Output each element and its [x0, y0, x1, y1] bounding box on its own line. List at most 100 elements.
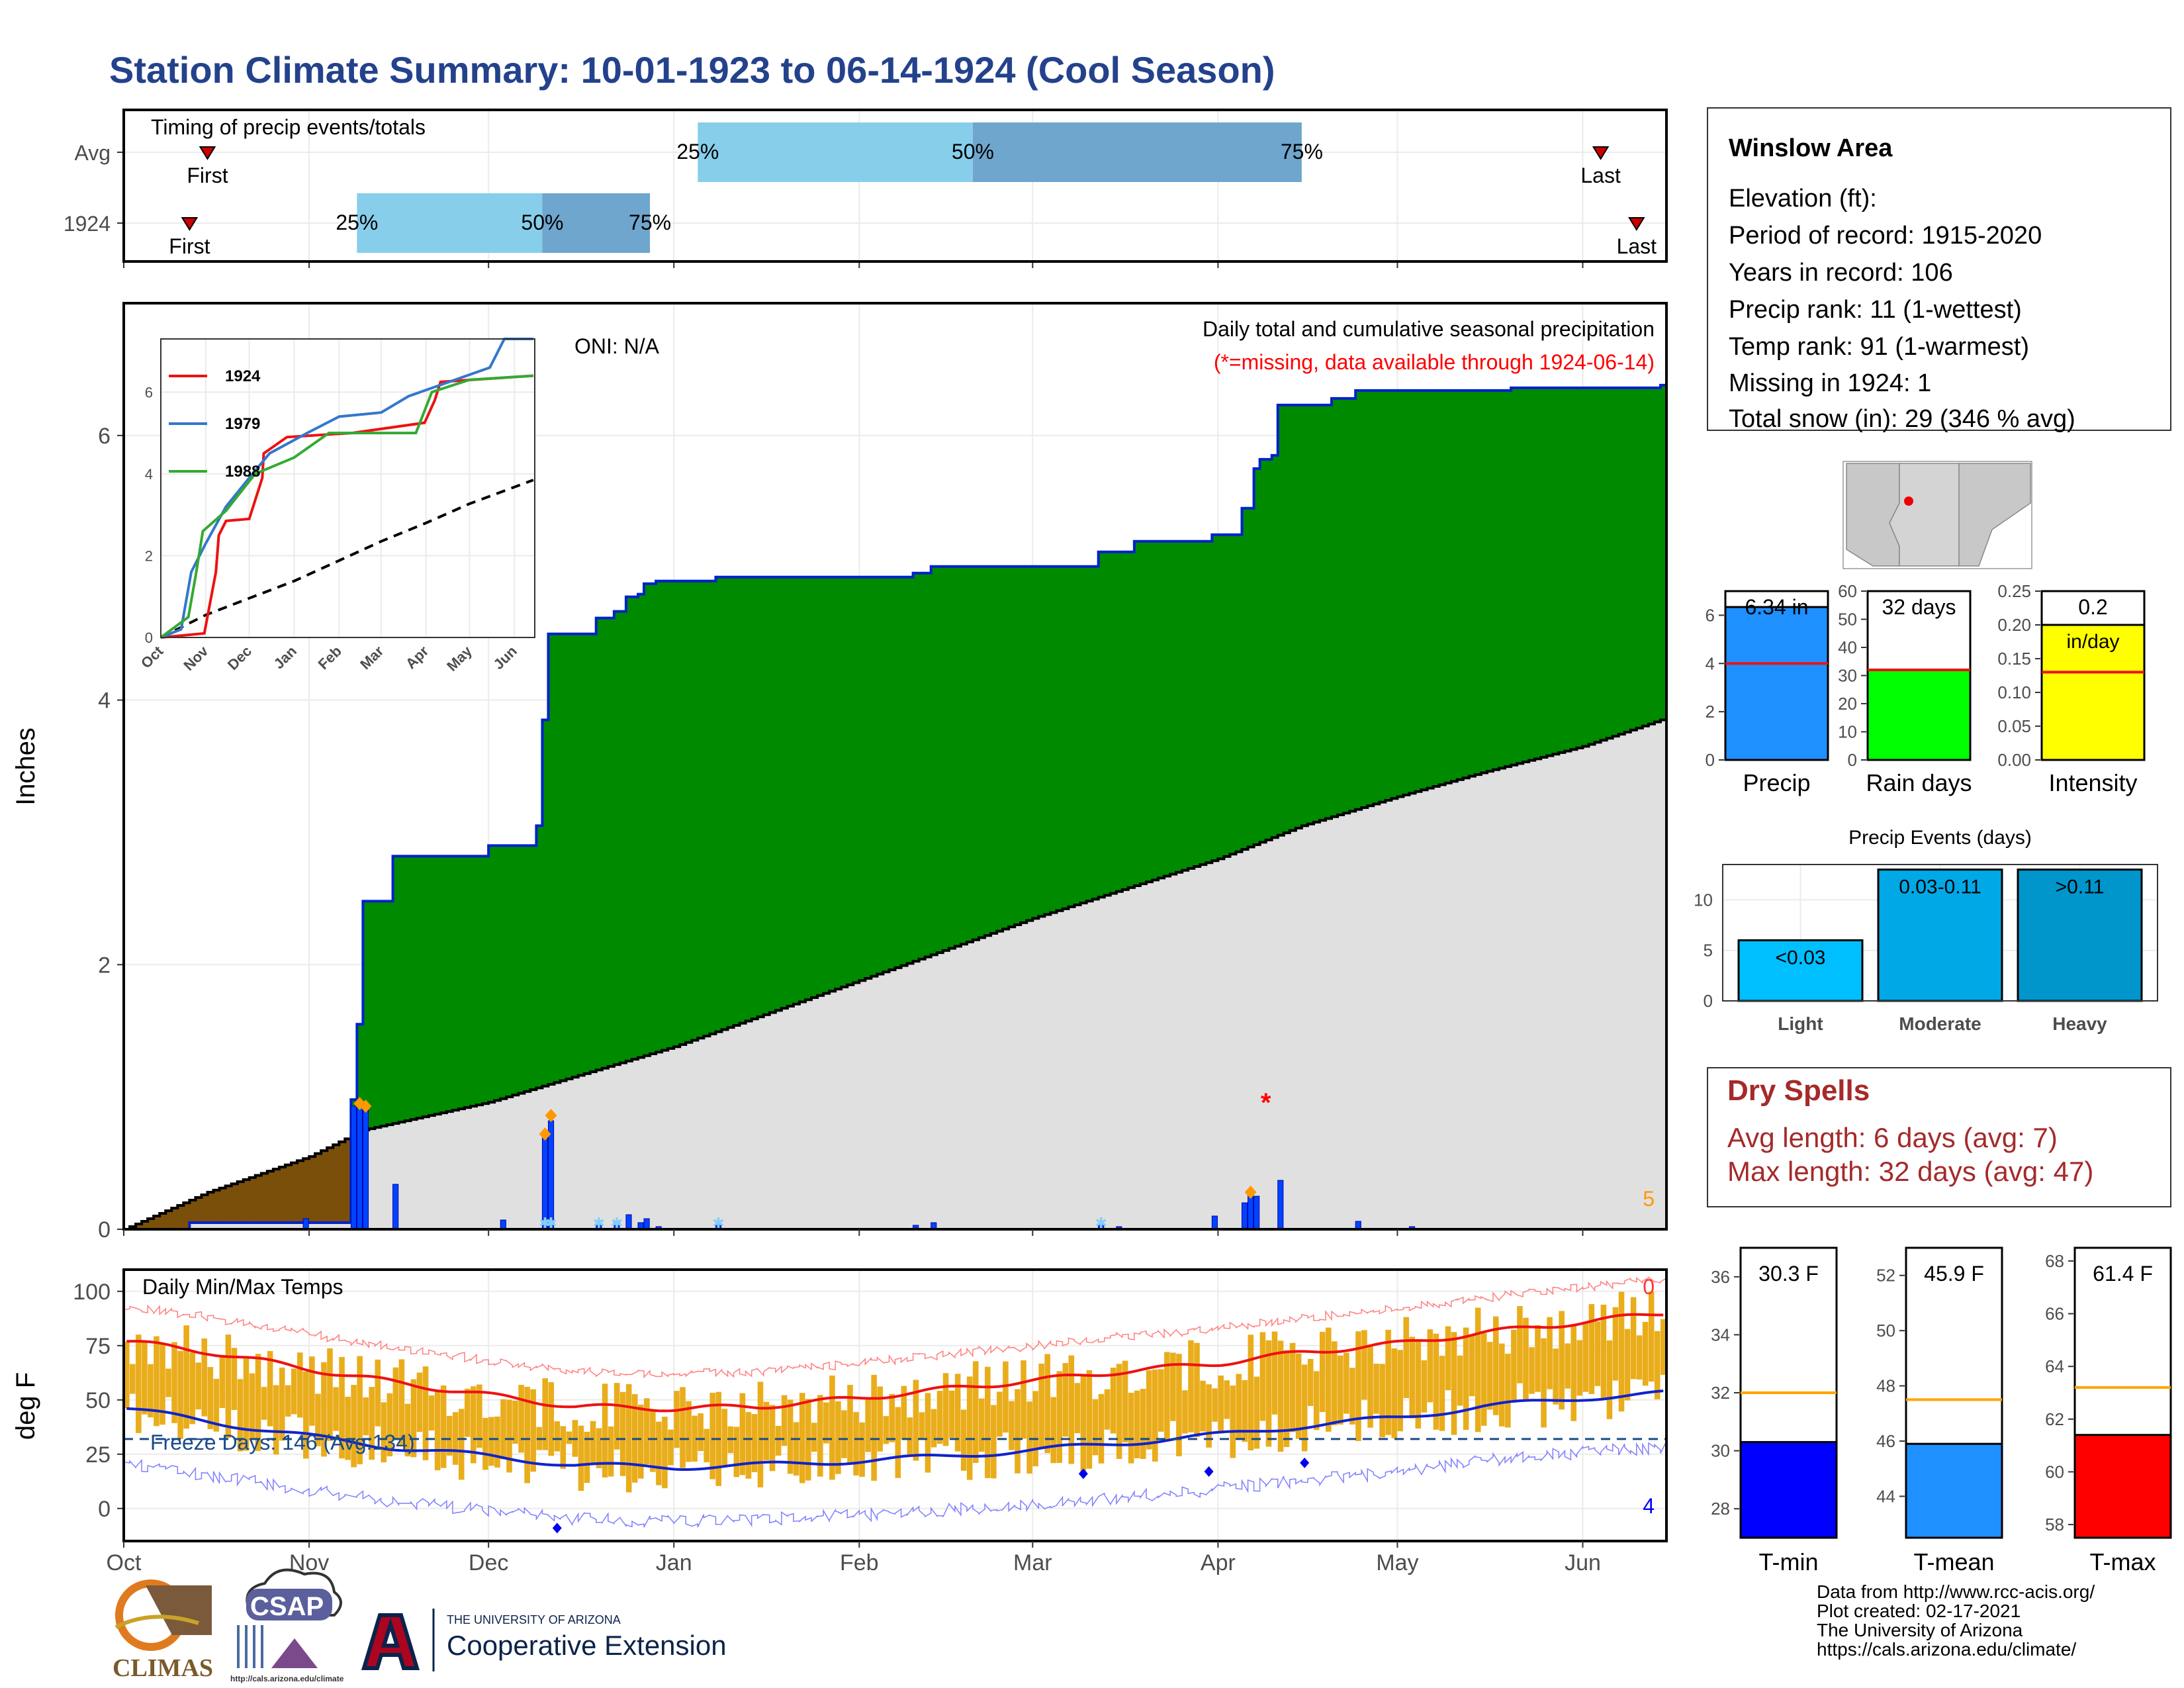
- above-normal-fill: [506, 845, 513, 1098]
- daily-temp-bar: [1588, 1304, 1595, 1394]
- daily-temp-bar: [1271, 1331, 1278, 1415]
- daily-temp-bar: [1092, 1399, 1099, 1456]
- above-normal-fill: [948, 566, 956, 949]
- daily-temp-bar: [793, 1422, 799, 1476]
- above-normal-fill: [477, 856, 483, 1105]
- snow-marker: ✱: [539, 1215, 551, 1231]
- above-normal-fill: [1170, 541, 1177, 874]
- below-normal-fill: [309, 1156, 316, 1223]
- info-line: Elevation (ft):: [1729, 185, 1877, 212]
- above-normal-fill: [1367, 390, 1374, 806]
- above-normal-fill: [692, 581, 698, 1041]
- below-normal-fill: [195, 1197, 203, 1223]
- temp-summary-y-tick-label: 62: [2045, 1409, 2064, 1429]
- temp-summary-value: 61.4 F: [2093, 1262, 2153, 1286]
- summary-y-tick-label: 10: [1838, 722, 1857, 742]
- large-event-marker: [539, 1127, 551, 1141]
- daily-temp-bar: [1188, 1340, 1194, 1432]
- daily-temp-bar: [698, 1413, 704, 1452]
- daily-temp-bar: [763, 1401, 770, 1461]
- below-normal-fill: [237, 1182, 244, 1223]
- daily-temp-bar: [1654, 1331, 1661, 1399]
- daily-temp-bar: [1015, 1389, 1021, 1474]
- above-normal-fill: [584, 633, 591, 1074]
- precip-event-category: Light: [1778, 1013, 1823, 1034]
- csap-url: http://cals.arizona.edu/climate: [230, 1674, 344, 1683]
- daily-precip-bar: [1242, 1202, 1248, 1230]
- above-normal-fill: [1332, 398, 1338, 817]
- above-normal-fill: [1570, 387, 1578, 750]
- above-normal-fill: [1499, 390, 1506, 769]
- daily-temp-bar: [1343, 1352, 1349, 1414]
- above-normal-fill: [721, 577, 729, 1030]
- above-normal-fill: [1050, 566, 1058, 913]
- precip-events-chart: Precip Events (days) 0 5 10 <0.03 Light 0.03-0…: [1694, 827, 2158, 1034]
- record-high-count: 0: [1643, 1275, 1655, 1299]
- above-normal-fill: [488, 845, 495, 1103]
- daily-temp-bar: [853, 1412, 859, 1476]
- precip-events-title: Precip Events (days): [1848, 827, 2032, 849]
- below-normal-fill: [219, 1188, 226, 1223]
- daily-temp-bar: [165, 1368, 171, 1397]
- above-normal-fill: [1038, 566, 1045, 917]
- above-normal-fill: [369, 901, 376, 1129]
- daily-temp-bar: [1338, 1355, 1343, 1425]
- daily-temp-bar: [942, 1373, 949, 1446]
- temp-y-axis-label: deg F: [11, 1372, 40, 1440]
- daily-temp-bar: [1050, 1397, 1056, 1464]
- above-normal-fill: [1511, 387, 1518, 765]
- timing-row-label: 1924: [64, 212, 111, 236]
- above-normal-fill: [398, 856, 406, 1123]
- above-normal-fill: [727, 577, 735, 1028]
- daily-temp-bar: [530, 1389, 536, 1472]
- daily-precip-bar: [643, 1218, 650, 1230]
- above-normal-fill: [972, 566, 979, 940]
- daily-temp-bar: [823, 1402, 829, 1444]
- above-normal-fill: [548, 633, 555, 1085]
- state-map-newmexico: [1889, 463, 1960, 567]
- daily-temp-bar: [931, 1409, 937, 1448]
- above-normal-fill: [1146, 541, 1153, 882]
- daily-temp-bar: [1062, 1363, 1069, 1437]
- above-normal-fill: [817, 577, 824, 996]
- dry-spells-box: Dry Spells Avg length: 6 days (avg: 7) M…: [1707, 1067, 2171, 1207]
- summary-bar-label: Rain days: [1866, 769, 1972, 796]
- above-normal-fill: [1259, 459, 1267, 843]
- above-normal-fill: [518, 845, 525, 1094]
- daily-temp-bar: [1253, 1376, 1260, 1449]
- daily-temp-bar: [213, 1378, 220, 1432]
- daily-temp-bar: [1529, 1347, 1535, 1394]
- daily-temp-bar: [357, 1356, 363, 1465]
- footer-line: https://cals.arizona.edu/climate/: [1817, 1639, 2077, 1660]
- below-normal-fill: [154, 1216, 160, 1229]
- below-normal-fill: [333, 1145, 340, 1223]
- above-normal-fill: [1003, 566, 1009, 929]
- above-normal-fill: [566, 633, 573, 1079]
- inset-y-tick-label: 4: [145, 466, 153, 483]
- daily-temp-bar: [345, 1396, 351, 1460]
- ua-big-text: Cooperative Extension: [447, 1630, 727, 1661]
- daily-temp-bar: [674, 1391, 680, 1448]
- temp-summary-label: T-min: [1759, 1548, 1819, 1575]
- timing-label-25: 25%: [676, 140, 719, 164]
- daily-temp-bar: [907, 1417, 913, 1456]
- daily-temp-bar: [1535, 1325, 1541, 1392]
- above-normal-fill: [895, 577, 902, 968]
- daily-temp-bar: [739, 1393, 746, 1476]
- above-normal-fill: [560, 633, 567, 1081]
- timing-label-75: 75%: [629, 211, 671, 234]
- daily-temp-bar: [410, 1379, 417, 1458]
- precip-event-bar-label: <0.03: [1776, 947, 1826, 968]
- daily-temp-bar: [249, 1373, 255, 1440]
- temp-summary-label: T-mean: [1913, 1548, 1994, 1575]
- daily-temp-bar: [1486, 1342, 1493, 1410]
- daily-temp-bar: [811, 1423, 817, 1452]
- daily-temp-bar: [751, 1414, 758, 1472]
- above-normal-fill: [1224, 534, 1231, 857]
- above-normal-fill: [1385, 390, 1392, 800]
- below-normal-fill: [231, 1184, 238, 1223]
- above-normal-fill: [1182, 541, 1189, 870]
- above-normal-fill: [1164, 541, 1171, 876]
- footer-line: Plot created: 02-17-2021: [1817, 1601, 2021, 1621]
- above-normal-fill: [1074, 566, 1081, 906]
